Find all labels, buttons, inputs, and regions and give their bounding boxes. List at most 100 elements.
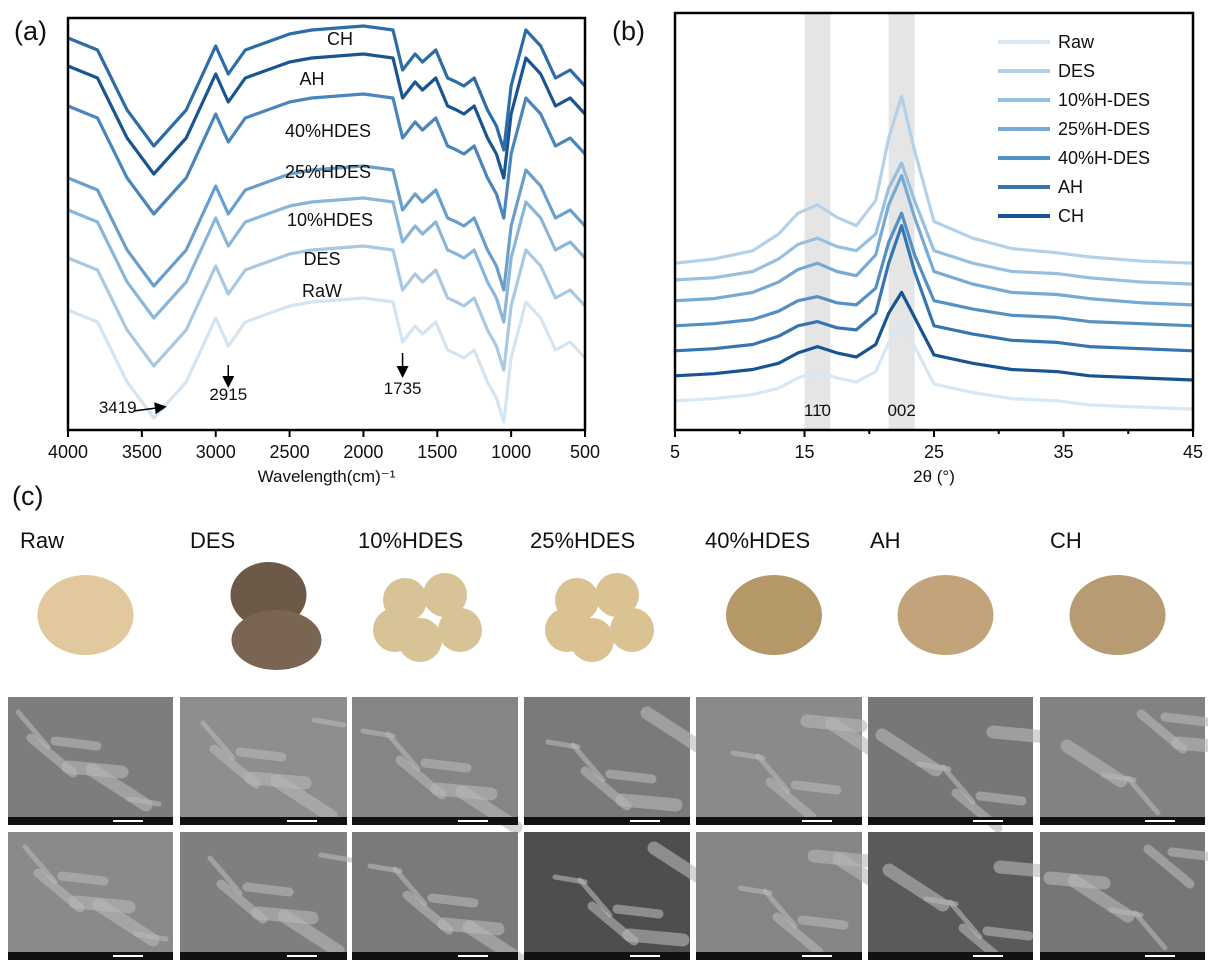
series-label: 10%HDES [287, 210, 373, 230]
x-tick-label: 3500 [122, 442, 162, 462]
sem-texture [437, 789, 491, 794]
sample-label: 40%HDES [705, 528, 810, 553]
sem-texture [251, 778, 305, 783]
sem-info-bar [524, 952, 690, 960]
legend-label: CH [1058, 206, 1084, 226]
sem-scale-bar [802, 955, 832, 957]
highlight-band [889, 13, 915, 430]
x-axis-title: 2θ (°) [913, 467, 955, 486]
sem-info-bar [8, 817, 173, 825]
sample-label: Raw [20, 528, 64, 553]
x-tick-label: 15 [794, 442, 814, 462]
x-tick-label: 2000 [343, 442, 383, 462]
sem-image [868, 832, 1033, 960]
sem-scale-bar [1145, 820, 1175, 822]
sem-scale-bar [287, 955, 317, 957]
legend-label: DES [1058, 61, 1095, 81]
legend-label: 40%H-DES [1058, 148, 1150, 168]
sem-scale-bar [287, 820, 317, 822]
sample-photo [610, 608, 654, 652]
sem-texture [629, 935, 683, 940]
sample-photo [545, 608, 589, 652]
figure: (a)CHAH40%HDES25%HDES10%HDESDESRaW400035… [0, 0, 1208, 960]
sample-label: DES [190, 528, 235, 553]
sem-image [696, 832, 862, 960]
sem-scale-bar [802, 820, 832, 822]
sem-texture [75, 902, 129, 907]
sem-texture [258, 913, 312, 918]
sem-texture [980, 796, 1022, 801]
sample-photo [438, 608, 482, 652]
sem-texture [68, 767, 122, 772]
x-tick-label: 45 [1183, 442, 1203, 462]
sem-texture [610, 774, 652, 779]
sem-scale-bar [973, 820, 1003, 822]
sem-info-bar [1040, 817, 1205, 825]
series-label: CH [327, 29, 353, 49]
band-label: 11̄0 [804, 401, 831, 420]
band-label: 002 [887, 401, 915, 420]
series-line [675, 322, 1193, 410]
series-label: RaW [302, 281, 342, 301]
peak-label: 1735 [384, 379, 422, 398]
series-line [675, 292, 1193, 380]
sem-texture [987, 931, 1029, 936]
sem-info-bar [352, 817, 518, 825]
sem-texture [617, 909, 659, 914]
panel-label: (c) [12, 481, 43, 511]
sem-info-bar [180, 817, 347, 825]
x-tick-label: 3000 [196, 442, 236, 462]
sem-texture [62, 876, 104, 881]
sem-texture [993, 732, 1047, 737]
sample-photo [1070, 575, 1166, 655]
sem-texture [55, 741, 97, 746]
x-tick-label: 1000 [491, 442, 531, 462]
panel-label: (b) [612, 16, 645, 46]
x-axis-title: Wavelength(cm)⁻¹ [258, 467, 396, 486]
x-tick-label: 500 [570, 442, 600, 462]
sem-image [868, 697, 1033, 825]
x-tick-label: 25 [924, 442, 944, 462]
series-line [675, 176, 1193, 305]
x-tick-label: 1500 [417, 442, 457, 462]
panel-label: (a) [14, 16, 47, 46]
sample-photo [232, 610, 322, 670]
sample-label: CH [1050, 528, 1082, 553]
sample-photo [898, 575, 994, 655]
page: (a)CHAH40%HDES25%HDES10%HDESDESRaW400035… [0, 0, 1208, 960]
sem-scale-bar [630, 820, 660, 822]
series-line [68, 298, 585, 422]
sem-texture [814, 856, 868, 861]
sem-texture [1178, 743, 1208, 748]
peak-label: 2915 [209, 385, 247, 404]
sample-photo [726, 575, 822, 655]
sample-photo [38, 575, 134, 655]
sem-texture [444, 924, 498, 929]
sem-scale-bar [458, 955, 488, 957]
sem-texture [807, 721, 861, 726]
sem-scale-bar [458, 820, 488, 822]
legend-label: AH [1058, 177, 1083, 197]
sem-info-bar [868, 817, 1033, 825]
sem-texture [1172, 852, 1208, 857]
sem-info-bar [8, 952, 173, 960]
peak-label: 3419 [99, 398, 137, 417]
sem-info-bar [180, 952, 347, 960]
x-tick-label: 5 [670, 442, 680, 462]
x-tick-label: 35 [1053, 442, 1073, 462]
legend-label: 10%H-DES [1058, 90, 1150, 110]
sem-scale-bar [113, 820, 143, 822]
sem-scale-bar [973, 955, 1003, 957]
series-line [675, 226, 1193, 351]
sem-scale-bar [1145, 955, 1175, 957]
sem-info-bar [352, 952, 518, 960]
series-label: AH [299, 69, 324, 89]
sem-info-bar [696, 817, 862, 825]
x-tick-label: 4000 [48, 442, 88, 462]
sample-photo [373, 608, 417, 652]
sem-info-bar [1040, 952, 1205, 960]
sem-scale-bar [630, 955, 660, 957]
highlight-band [805, 13, 831, 430]
series-label: 40%HDES [285, 121, 371, 141]
sample-label: 10%HDES [358, 528, 463, 553]
